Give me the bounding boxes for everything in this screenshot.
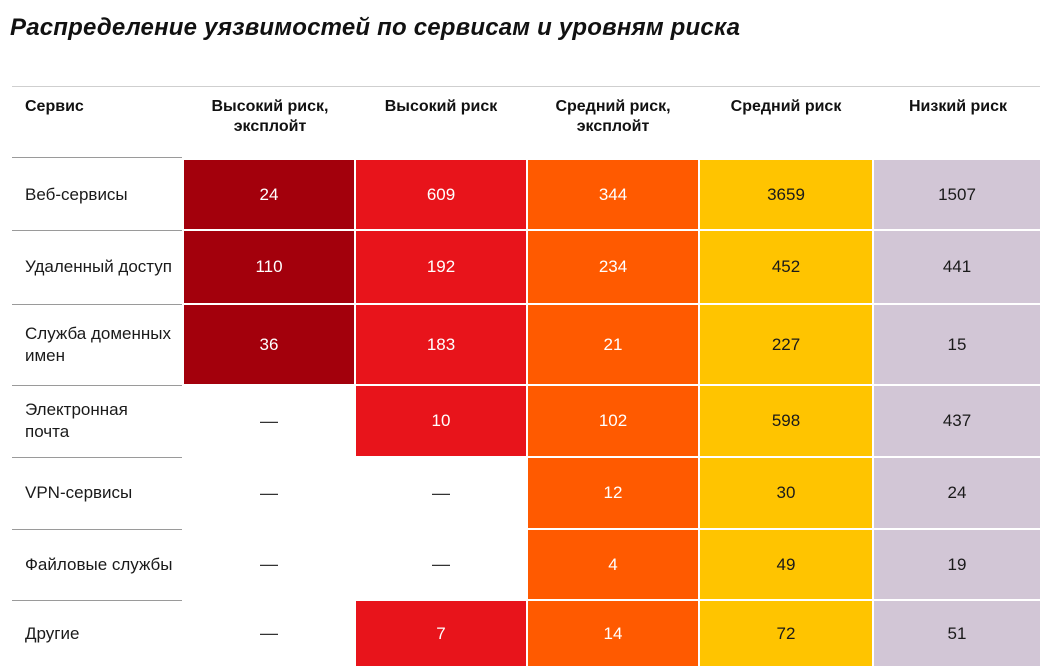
heatmap-cell: 49 [700, 530, 872, 599]
heatmap-cell: 10 [356, 386, 526, 456]
heatmap-cell: 36 [184, 305, 354, 384]
heatmap-cell: 1507 [874, 160, 1040, 229]
heatmap-cell: 15 [874, 305, 1040, 384]
heatmap-cell-empty: — [260, 482, 278, 503]
heatmap-cell: 598 [700, 386, 872, 456]
row-divider [12, 304, 182, 305]
heatmap-cell: 21 [528, 305, 698, 384]
heatmap-cell: 72 [700, 601, 872, 666]
heatmap-cell: 24 [184, 160, 354, 229]
heatmap-cell: 609 [356, 160, 526, 229]
header-low-risk: Низкий риск [909, 98, 1007, 115]
row-divider [12, 230, 182, 231]
heatmap-cell: 24 [874, 458, 1040, 528]
row-divider [12, 529, 182, 530]
heatmap-cell: 3659 [700, 160, 872, 229]
heatmap-cell: 19 [874, 530, 1040, 599]
row-label: Служба доменных имен [25, 323, 171, 365]
row-label: Электронная почта [25, 400, 128, 441]
heatmap-cell: 4 [528, 530, 698, 599]
heatmap-cell: 452 [700, 231, 872, 303]
header-high-risk-exploit: Высокий риск, эксплойт [211, 98, 329, 135]
row-label: Веб-сервисы [25, 184, 128, 204]
heatmap-cell: 7 [356, 601, 526, 666]
heatmap-cell: 30 [700, 458, 872, 528]
heatmap-cell: 14 [528, 601, 698, 666]
row-divider [12, 600, 182, 601]
heatmap-cell: 344 [528, 160, 698, 229]
row-divider [12, 385, 182, 386]
header-service: Сервис [25, 98, 84, 115]
chart-title: Распределение уязвимостей по сервисам и … [10, 14, 741, 41]
heatmap-cell: 12 [528, 458, 698, 528]
row-label: Удаленный доступ [25, 257, 172, 276]
row-label: Другие [25, 623, 80, 643]
heatmap-cell-empty: — [260, 623, 278, 643]
top-divider [12, 86, 1040, 87]
heatmap-cell: 441 [874, 231, 1040, 303]
heatmap-cell: 234 [528, 231, 698, 303]
heatmap-cell: 110 [184, 231, 354, 303]
heatmap-cell-empty: — [432, 554, 450, 574]
header-divider [12, 157, 182, 158]
heatmap-cell: 183 [356, 305, 526, 384]
heatmap-cell: 102 [528, 386, 698, 456]
heatmap-cell-empty: — [432, 482, 450, 503]
header-medium-risk-exploit: Средний риск, эксплойт [555, 98, 671, 135]
header-medium-risk: Средний риск [730, 98, 842, 115]
heatmap-cell: 227 [700, 305, 872, 384]
heatmap-cell-empty: — [260, 554, 278, 574]
heatmap-cell: 437 [874, 386, 1040, 456]
heatmap-cell-empty: — [260, 410, 278, 431]
header-high-risk: Высокий риск [384, 98, 498, 115]
row-label: Файловые службы [25, 554, 173, 574]
row-label: VPN-сервисы [25, 483, 133, 502]
heatmap-cell: 192 [356, 231, 526, 303]
heatmap-cell: 51 [874, 601, 1040, 666]
row-divider [12, 457, 182, 458]
